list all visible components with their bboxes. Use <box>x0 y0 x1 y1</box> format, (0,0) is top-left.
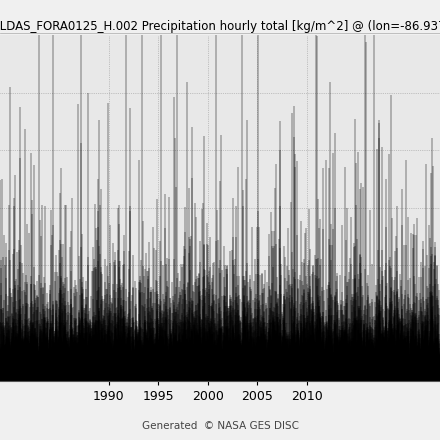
Text: NLDAS_FORA0125_H.002 Precipitation hourly total [kg/m^2] @ (lon=-86.9375, lat=33: NLDAS_FORA0125_H.002 Precipitation hourl… <box>0 20 440 33</box>
Text: Generated  © NASA GES DISC: Generated © NASA GES DISC <box>142 421 298 431</box>
